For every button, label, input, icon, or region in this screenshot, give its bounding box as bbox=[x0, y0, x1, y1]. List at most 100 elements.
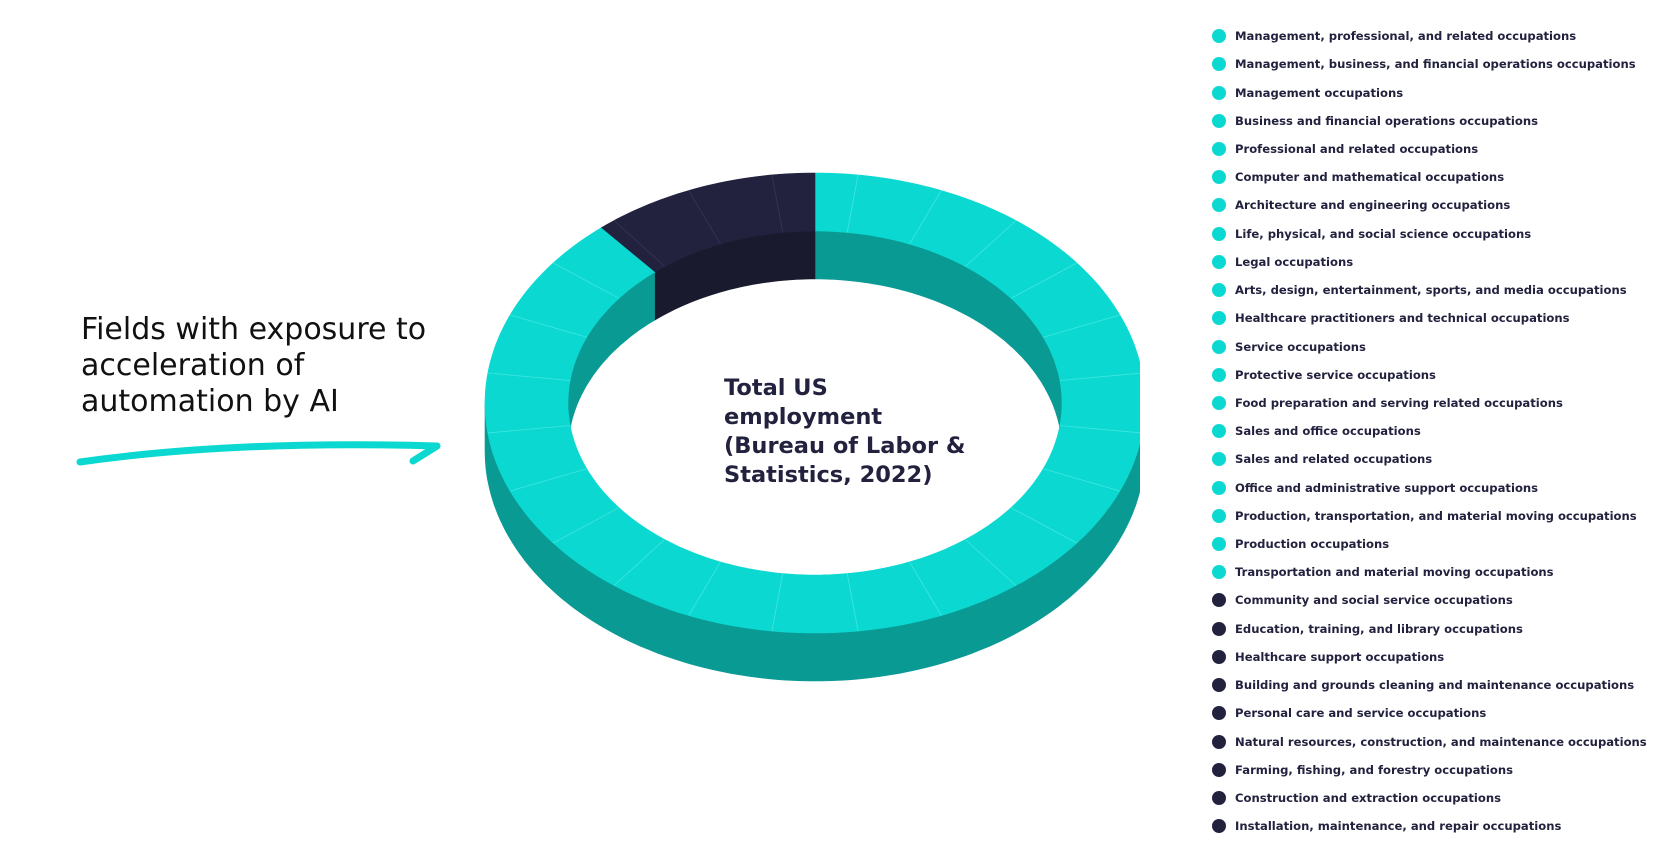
donut-seam bbox=[846, 174, 859, 233]
legend-label: Sales and related occupations bbox=[1235, 452, 1433, 467]
donut-slice bbox=[600, 172, 816, 273]
donut-chart bbox=[484, 172, 1140, 682]
legend-dot-icon bbox=[1212, 565, 1226, 580]
donut-seam bbox=[1059, 372, 1140, 381]
legend-item: Life, physical, and social science occup… bbox=[1212, 220, 1657, 248]
legend-label: Professional and related occupations bbox=[1235, 141, 1479, 156]
legend-dot-icon bbox=[1212, 706, 1226, 721]
donut-seam bbox=[1010, 507, 1077, 544]
legend-label: Construction and extraction occupations bbox=[1235, 791, 1501, 806]
legend-dot-icon bbox=[1212, 226, 1226, 241]
legend-item: Management, business, and financial oper… bbox=[1212, 50, 1657, 78]
donut-seam bbox=[487, 372, 571, 381]
donut-seam bbox=[553, 262, 620, 299]
legend-item: Production occupations bbox=[1212, 530, 1657, 558]
donut-seam bbox=[613, 220, 665, 267]
legend-label: Management, professional, and related oc… bbox=[1235, 29, 1577, 44]
legend-dot-icon bbox=[1212, 311, 1226, 326]
legend-item: Protective service occupations bbox=[1212, 361, 1657, 389]
legend-label: Education, training, and library occupat… bbox=[1235, 621, 1523, 636]
legend-item: Installation, maintenance, and repair oc… bbox=[1212, 812, 1657, 840]
legend-dot-icon bbox=[1212, 198, 1226, 213]
legend-dot-icon bbox=[1212, 734, 1226, 749]
callout-arrow-icon bbox=[76, 441, 441, 466]
legend-label: Installation, maintenance, and repair oc… bbox=[1235, 819, 1562, 834]
center-title-line: employment bbox=[724, 404, 883, 430]
donut-seam bbox=[509, 468, 587, 492]
donut-seam bbox=[965, 539, 1017, 586]
donut-seam bbox=[771, 174, 784, 233]
legend-label: Production occupations bbox=[1235, 537, 1390, 552]
legend-item: Farming, fishing, and forestry occupatio… bbox=[1212, 756, 1657, 784]
donut-seam bbox=[688, 190, 721, 245]
legend-dot-icon bbox=[1212, 57, 1226, 72]
donut-seam bbox=[771, 573, 784, 632]
legend-item: Healthcare practitioners and technical o… bbox=[1212, 304, 1657, 332]
center-title-line: (Bureau of Labor & bbox=[724, 433, 966, 459]
legend-dot-icon bbox=[1212, 480, 1226, 495]
donut-seam bbox=[613, 539, 665, 586]
legend-dot-icon bbox=[1212, 593, 1226, 608]
legend-label: Sales and office occupations bbox=[1235, 424, 1421, 439]
legend-dot-icon bbox=[1212, 424, 1226, 439]
legend-item: Management, professional, and related oc… bbox=[1212, 22, 1657, 50]
legend-item: Community and social service occupations bbox=[1212, 586, 1657, 614]
donut-seam bbox=[909, 561, 942, 616]
legend-dot-icon bbox=[1212, 170, 1226, 185]
legend-item: Management occupations bbox=[1212, 78, 1657, 106]
legend-item: Production, transportation, and material… bbox=[1212, 502, 1657, 530]
legend-label: Arts, design, entertainment, sports, and… bbox=[1235, 283, 1627, 298]
legend-label: Community and social service occupations bbox=[1235, 593, 1513, 608]
legend-dot-icon bbox=[1212, 678, 1226, 693]
donut-seam bbox=[688, 561, 721, 616]
donut-seam bbox=[965, 220, 1017, 267]
legend-dot-icon bbox=[1212, 395, 1226, 410]
callout-line: automation by AI bbox=[81, 384, 339, 419]
legend-item: Food preparation and serving related occ… bbox=[1212, 389, 1657, 417]
center-title-line: Statistics, 2022) bbox=[724, 462, 933, 488]
legend-item: Computer and mathematical occupations bbox=[1212, 163, 1657, 191]
legend-item: Arts, design, entertainment, sports, and… bbox=[1212, 276, 1657, 304]
legend-dot-icon bbox=[1212, 508, 1226, 523]
legend-dot-icon bbox=[1212, 85, 1226, 100]
donut-seam bbox=[509, 314, 587, 338]
legend-label: Building and grounds cleaning and mainte… bbox=[1235, 678, 1635, 693]
legend-dot-icon bbox=[1212, 29, 1226, 44]
legend-item: Legal occupations bbox=[1212, 248, 1657, 276]
legend-label: Life, physical, and social science occup… bbox=[1235, 226, 1532, 241]
legend-label: Food preparation and serving related occ… bbox=[1235, 395, 1563, 410]
legend-item: Office and administrative support occupa… bbox=[1212, 474, 1657, 502]
legend-label: Legal occupations bbox=[1235, 254, 1354, 269]
legend-label: Architecture and engineering occupations bbox=[1235, 198, 1511, 213]
callout-line: acceleration of bbox=[81, 348, 305, 383]
donut-seam bbox=[909, 190, 942, 245]
legend-label: Management occupations bbox=[1235, 85, 1404, 100]
legend-label: Office and administrative support occupa… bbox=[1235, 480, 1539, 495]
legend-dot-icon bbox=[1212, 819, 1226, 834]
legend-item: Construction and extraction occupations bbox=[1212, 784, 1657, 812]
center-title-line: Total US bbox=[724, 375, 828, 401]
donut-seam bbox=[846, 573, 859, 632]
legend-label: Personal care and service occupations bbox=[1235, 706, 1487, 721]
callout-line: Fields with exposure to bbox=[81, 312, 427, 347]
callout-text: Fields with exposure to acceleration of … bbox=[81, 312, 461, 420]
chart-legend: Management, professional, and related oc… bbox=[1212, 22, 1657, 840]
legend-item: Transportation and material moving occup… bbox=[1212, 558, 1657, 586]
legend-label: Natural resources, construction, and mai… bbox=[1235, 734, 1647, 749]
donut-seam bbox=[553, 507, 620, 544]
legend-dot-icon bbox=[1212, 452, 1226, 467]
legend-dot-icon bbox=[1212, 141, 1226, 156]
legend-label: Healthcare practitioners and technical o… bbox=[1235, 311, 1570, 326]
legend-label: Farming, fishing, and forestry occupatio… bbox=[1235, 762, 1514, 777]
legend-dot-icon bbox=[1212, 367, 1226, 382]
legend-dot-icon bbox=[1212, 113, 1226, 128]
legend-dot-icon bbox=[1212, 649, 1226, 664]
donut-seam bbox=[1059, 425, 1140, 434]
legend-dot-icon bbox=[1212, 762, 1226, 777]
legend-item: Sales and office occupations bbox=[1212, 417, 1657, 445]
legend-dot-icon bbox=[1212, 537, 1226, 552]
legend-label: Service occupations bbox=[1235, 339, 1366, 354]
legend-item: Architecture and engineering occupations bbox=[1212, 191, 1657, 219]
legend-label: Protective service occupations bbox=[1235, 367, 1436, 382]
legend-label: Healthcare support occupations bbox=[1235, 649, 1445, 664]
